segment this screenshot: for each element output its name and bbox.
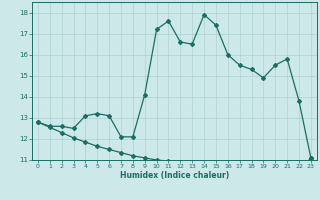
X-axis label: Humidex (Indice chaleur): Humidex (Indice chaleur) [120, 171, 229, 180]
